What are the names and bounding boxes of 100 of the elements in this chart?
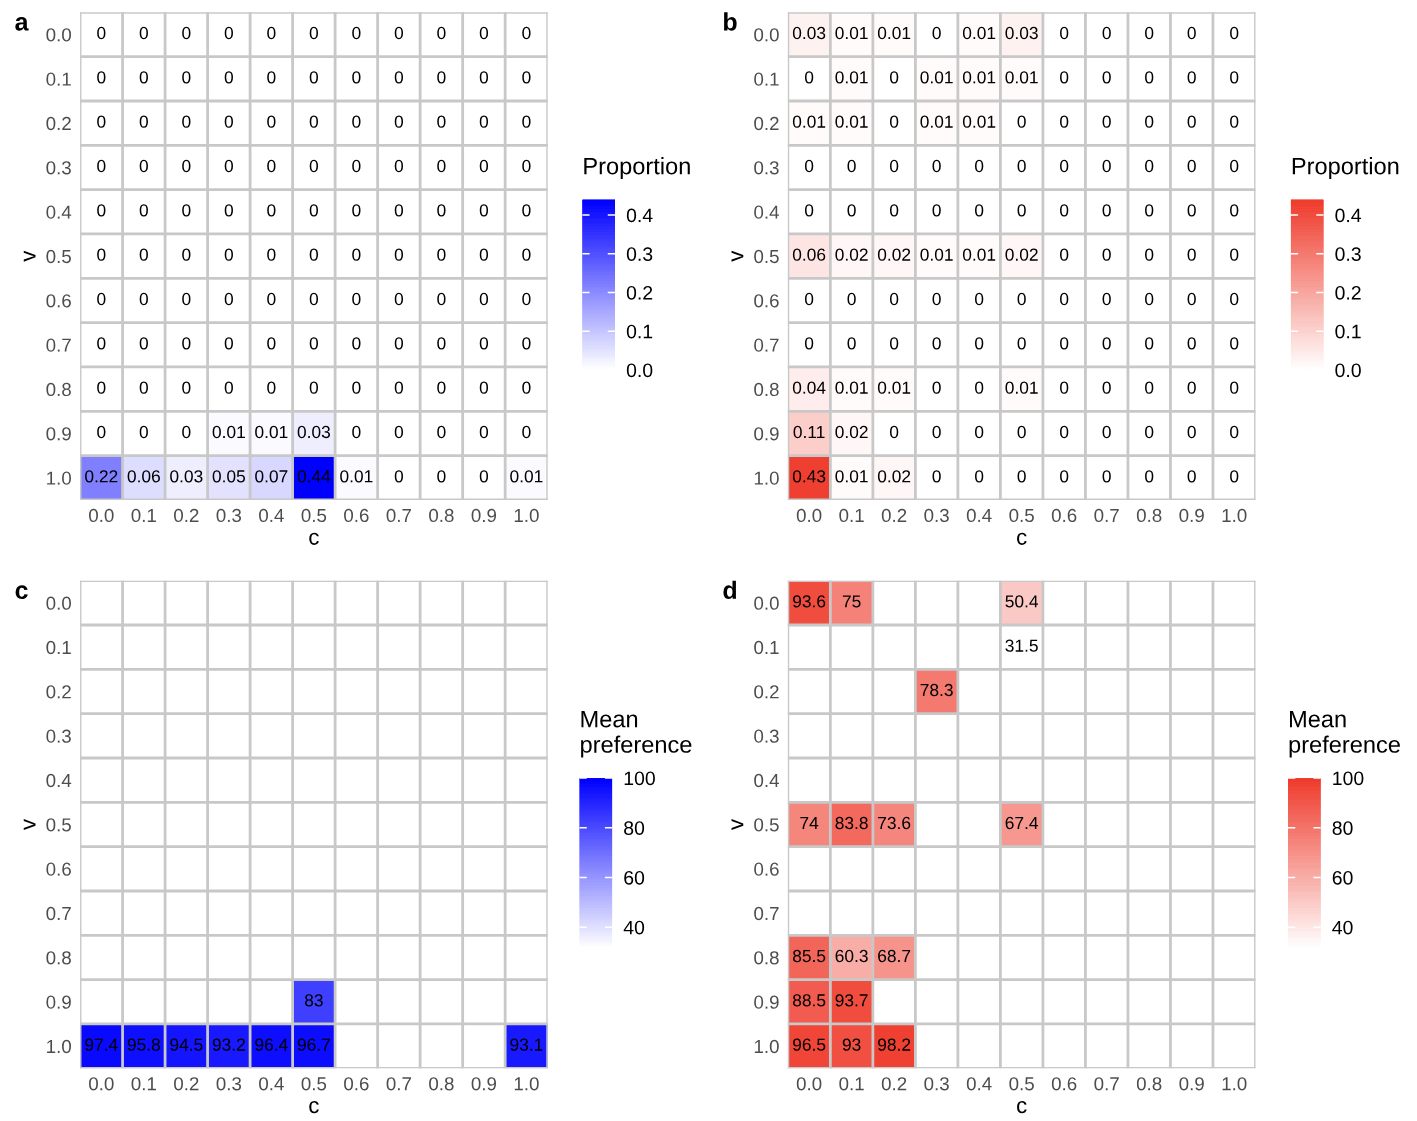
data-label: 0 [394,248,404,261]
data-label: 0 [1187,115,1196,128]
y-tick-label: 0.0 [754,28,779,42]
data-label: 93.7 [835,994,868,1007]
data-label: 0 [182,159,191,173]
data-label: 0 [1145,159,1154,173]
color-bar-title: Proportion [1292,157,1399,180]
data-label: 0.43 [792,470,826,483]
data-label: 0 [479,204,489,217]
data-label: 0 [97,425,106,439]
x-tick-label: 0.3 [924,508,949,523]
chart-title: b [724,12,737,31]
data-label: 0 [975,381,984,394]
x-axis-title: c [1017,1101,1027,1114]
data-label: 0 [437,425,446,439]
data-label: 0 [267,115,276,128]
data-label: 0 [139,425,148,439]
data-label: 0 [394,470,404,483]
color-bar-label: 0.2 [1335,285,1361,300]
data-label: 31.5 [1005,639,1038,652]
y-tick-label: 0.3 [754,729,779,743]
data-label: 0 [1187,470,1196,483]
data-label: 0 [139,71,148,84]
data-label: 0 [1102,248,1111,261]
data-label: 0.01 [1005,71,1038,84]
data-label: 0 [847,292,856,306]
data-label: 0 [932,204,941,217]
data-label: 93.2 [212,1038,245,1051]
data-label: 0 [309,26,319,40]
data-label: 0 [1145,115,1154,128]
x-tick-label: 0.6 [1051,508,1077,523]
data-label: 96.4 [255,1038,288,1051]
data-label: 0.01 [835,470,868,483]
y-tick-label: 0.9 [46,427,71,441]
data-label: 0 [932,337,941,350]
x-tick-label: 0.9 [1179,1077,1204,1091]
data-label: 0 [182,71,191,84]
data-label: 0 [97,159,106,173]
data-label: 0 [479,381,489,394]
data-label: 0 [1145,425,1154,439]
data-label: 0 [97,26,106,40]
color-bar-label: 60 [1332,870,1353,885]
x-tick-label: 0.1 [839,508,864,523]
data-label: 0 [932,26,941,40]
data-label: 0 [1017,292,1026,306]
data-label: 0 [309,159,319,173]
data-label: 0 [1017,470,1026,483]
color-bar-label: 100 [624,771,655,786]
data-label: 0.03 [792,26,826,40]
data-label: 0 [479,71,489,84]
y-tick-label: 0.3 [46,161,71,175]
data-label: 0 [804,71,814,84]
data-label: 0 [522,248,531,261]
data-label: 0 [309,71,319,84]
x-tick-label: 0.7 [386,508,411,523]
data-label: 83 [304,994,323,1007]
data-label: 0 [352,159,361,173]
data-label: 0 [224,204,233,217]
data-label: 0 [479,292,489,306]
y-tick-label: 0.1 [754,640,779,655]
y-tick-label: 0.2 [46,116,71,131]
data-label: 0 [394,115,404,128]
x-tick-label: 0.0 [796,508,822,523]
data-label: 98.2 [878,1038,911,1051]
x-tick-label: 0.4 [966,1077,992,1091]
data-label: 0 [352,381,361,394]
y-tick-label: 0.2 [46,685,71,699]
y-tick-label: 0.0 [46,596,71,610]
data-label: 83.8 [835,816,868,830]
y-tick-label: 1.0 [47,1039,71,1054]
data-label: 0 [975,470,984,483]
data-label: 0.06 [792,248,826,261]
data-label: 0 [1102,470,1111,483]
y-tick-label: 0.8 [46,382,71,397]
data-label: 0 [1145,248,1154,261]
y-tick-label: 0.9 [46,995,71,1009]
data-label: 0.03 [1005,26,1038,40]
x-axis-title: c [309,1101,319,1114]
data-label: 50.4 [1005,595,1039,608]
data-label: 0 [309,204,319,217]
data-label: 0 [224,115,233,128]
data-label: 0 [1102,71,1111,84]
x-tick-label: 1.0 [1222,1077,1247,1091]
data-label: 0 [1060,248,1069,261]
y-tick-label: 0.9 [754,427,779,441]
data-label: 0 [479,159,489,173]
y-tick-label: 0.3 [46,729,71,743]
x-tick-label: 0.9 [1179,508,1204,523]
data-label: 0.01 [835,381,868,394]
data-label: 0 [1145,381,1154,394]
data-label: 0 [394,381,404,394]
data-label: 0 [889,204,899,217]
data-label: 0 [889,71,899,84]
y-axis-title: v [23,250,36,262]
data-label: 0 [1187,292,1196,306]
data-label: 0 [139,381,148,394]
y-tick-label: 0.2 [754,685,779,699]
data-label: 0 [309,292,319,306]
data-label: 0 [1017,204,1026,217]
data-label: 0 [975,425,984,439]
